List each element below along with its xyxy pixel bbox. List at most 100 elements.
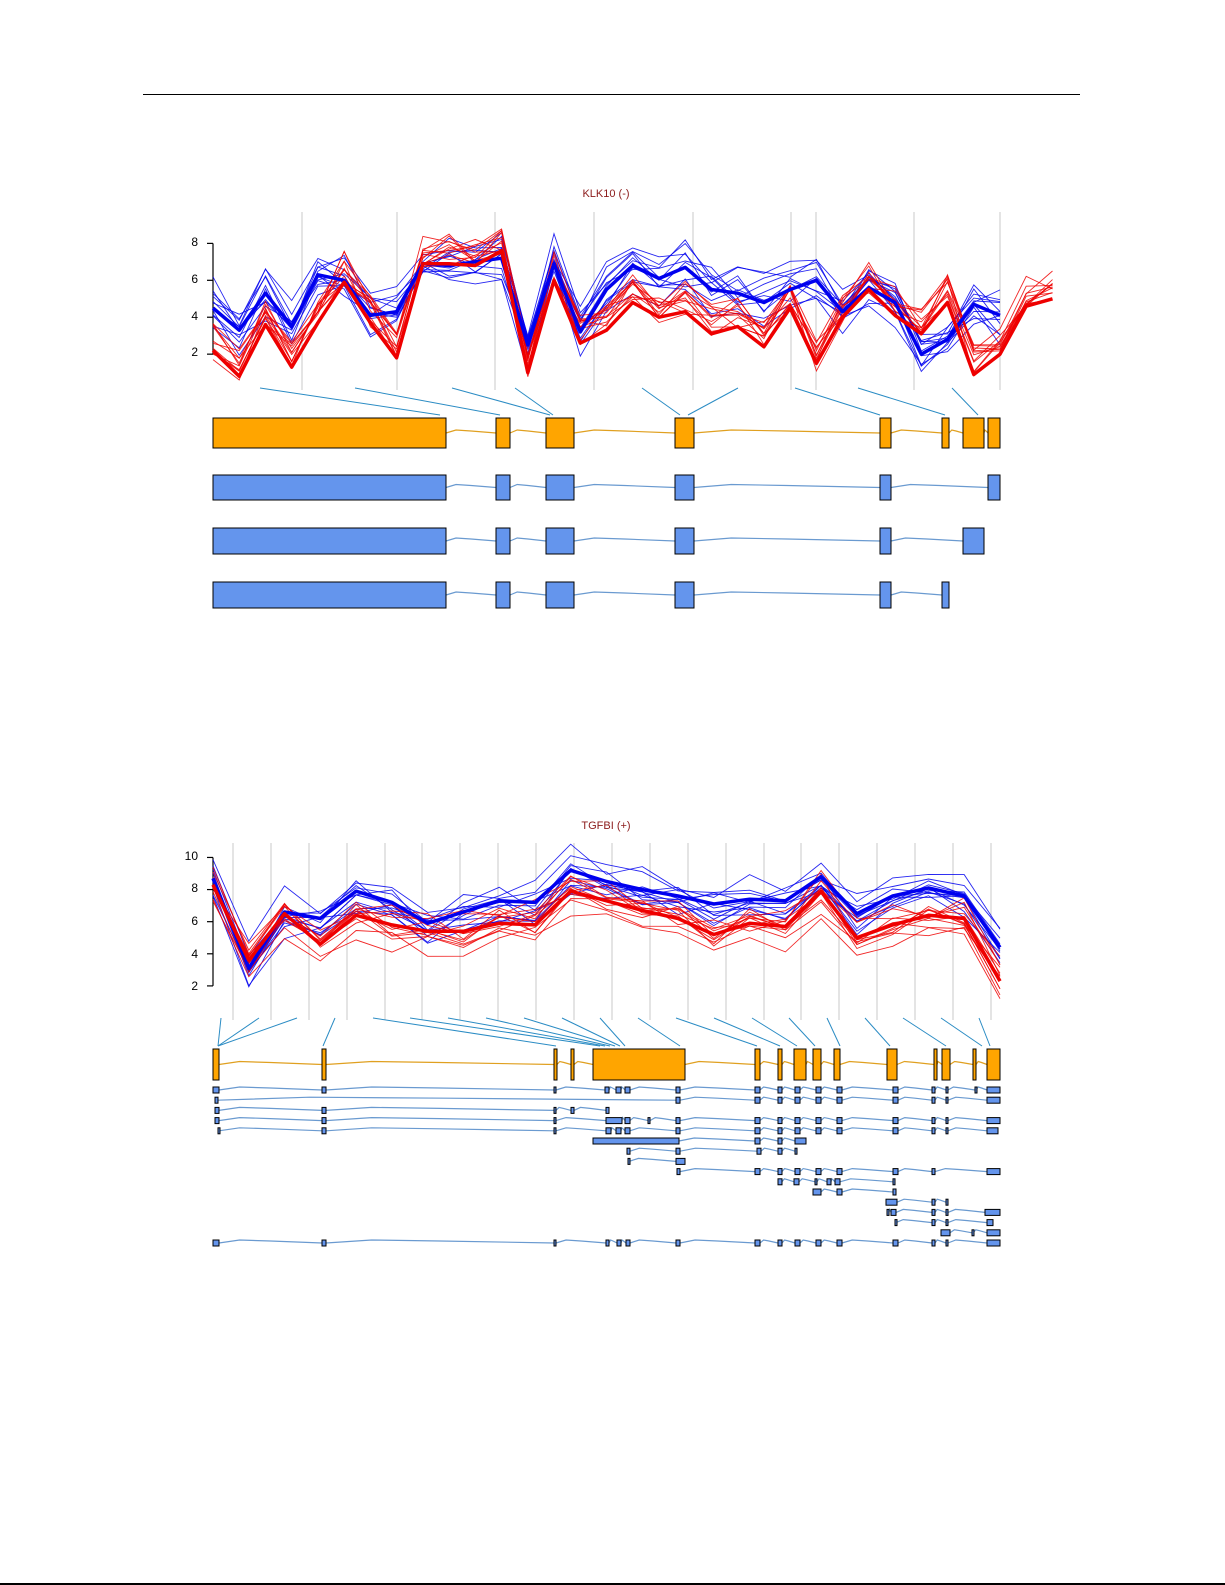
probe-connector <box>675 1017 758 1047</box>
probe-connector <box>409 1017 601 1047</box>
intron-line <box>799 1086 817 1091</box>
klk10-transcript-2-exon <box>495 474 511 501</box>
klk10-transcript-2-exon <box>674 474 695 501</box>
intron-line <box>781 1137 796 1142</box>
tgfbi-transcript-2-exon <box>986 1086 1001 1094</box>
sample-line-red <box>212 228 1053 360</box>
tgfbi-transcript-main-exon <box>212 1048 220 1081</box>
intron-line <box>325 1060 555 1066</box>
intron-line <box>629 1239 677 1244</box>
tgfbi-transcript-11-exon <box>777 1178 783 1186</box>
tgfbi-transcript-main-exon <box>570 1048 575 1081</box>
tgfbi-transcript-13-exon <box>885 1198 898 1206</box>
tgfbi-transcript-2-exon <box>836 1086 843 1094</box>
probe-connector <box>864 1017 891 1047</box>
intron-line <box>684 1060 756 1066</box>
tgfbi-transcript-3-exon <box>794 1096 801 1104</box>
intron-line <box>805 1060 814 1066</box>
tgfbi-transcript-13-exon <box>945 1198 949 1206</box>
sample-line-blue <box>212 881 1001 974</box>
probe-connector <box>322 1017 336 1047</box>
intron-line <box>934 1167 988 1173</box>
intron-line <box>934 1239 947 1244</box>
intron-line <box>799 1096 817 1101</box>
klk10-transcript-3-exon <box>879 527 892 555</box>
tgfbi-transcript-3-exon <box>754 1096 761 1104</box>
intron-line <box>610 1126 617 1132</box>
tgfbi-transcript-17-exon <box>321 1239 327 1247</box>
tgfbi-transcript-6-exon <box>892 1127 899 1135</box>
tgfbi-panel: TGFBI (+) 10 8 6 4 2 <box>184 820 1002 1247</box>
tgfbi-transcript-17-exon <box>945 1239 949 1247</box>
intron-line <box>781 1239 796 1244</box>
probe-connector <box>687 387 739 416</box>
klk10-transcript-2-exon <box>545 474 575 501</box>
tgfbi-transcript-14-exon <box>931 1208 936 1216</box>
intron-line <box>947 1127 988 1132</box>
tgfbi-transcript-7-exon <box>754 1137 761 1145</box>
tgfbi-transcript-3-exon <box>815 1096 822 1104</box>
tgfbi-title: TGFBI (+) <box>581 820 631 832</box>
tgfbi-transcript-4-exon <box>321 1106 327 1114</box>
probe-connector <box>372 1017 557 1047</box>
tgfbi-transcript-5-exon <box>647 1117 651 1125</box>
intron-line <box>934 1198 947 1203</box>
intron-line <box>949 1060 974 1066</box>
tgfbi-transcript-6-exon <box>794 1127 801 1135</box>
intron-line <box>781 1178 795 1183</box>
intron-line <box>947 1218 988 1224</box>
tgfbi-transcript-17-exon <box>815 1239 822 1247</box>
probe-connector <box>523 1017 616 1047</box>
intron-line <box>679 1116 756 1122</box>
intron-line <box>781 1116 796 1122</box>
intron-line <box>760 1147 779 1152</box>
tgfbi-transcript-main-exon <box>321 1048 327 1081</box>
intron-line <box>629 1116 649 1122</box>
klk10-transcript-3-exon <box>212 527 447 555</box>
tgfbi-transcript-main-exon <box>833 1048 841 1081</box>
tgfbi-transcript-7-exon <box>592 1137 680 1145</box>
intron-line <box>897 1167 933 1173</box>
intron-line <box>759 1086 779 1091</box>
intron-line <box>218 1127 323 1132</box>
intron-line <box>841 1096 894 1101</box>
tgfbi-transcript-6-exon <box>754 1127 761 1135</box>
tgfbi-transcript-5-exon <box>815 1117 822 1125</box>
tgfbi-transcript-2-exon <box>974 1086 978 1094</box>
intron-line <box>947 1208 986 1213</box>
intron-line <box>947 1116 988 1122</box>
tgfbi-transcript-7-exon <box>777 1137 783 1145</box>
tgfbi-transcript-6-exon <box>553 1127 557 1135</box>
sample-line-blue <box>212 231 1001 352</box>
sample-line-red <box>212 885 1001 990</box>
tgfbi-transcript-5-exon <box>836 1117 843 1125</box>
tgfbi-transcript-11-exon <box>814 1178 818 1186</box>
tgfbi-transcript-10-exon <box>777 1168 783 1176</box>
sample-line-red <box>212 876 1001 982</box>
tgfbi-transcript-5-exon <box>794 1117 801 1125</box>
sample-line-red <box>212 231 1053 367</box>
probe-connector <box>561 1017 621 1047</box>
tgfbi-transcript-10-exon <box>836 1168 843 1176</box>
klk10-transcript-3-exon <box>674 527 695 555</box>
intron-line <box>628 1157 677 1162</box>
tgfbi-transcript-15-exon <box>894 1219 898 1227</box>
intron-line <box>573 1060 594 1066</box>
mean-line-blue <box>211 868 1002 971</box>
intron-line <box>573 537 676 542</box>
probe-connector <box>599 1017 626 1047</box>
tgfbi-transcript-17-exon <box>931 1239 936 1247</box>
tgfbi-transcript-11-exon <box>834 1178 841 1186</box>
intron-line <box>820 1167 838 1173</box>
tgfbi-transcript-9-exon <box>675 1157 686 1165</box>
tgfbi-transcript-10-exon <box>986 1168 1001 1176</box>
tgfbi-transcript-2-exon <box>553 1086 557 1094</box>
tgfbi-transcript-14-exon <box>890 1208 897 1216</box>
tgfbi-transcript-17-exon <box>605 1239 610 1247</box>
tgfbi-transcript-main-exon <box>812 1048 822 1081</box>
tgfbi-ytick-10: 10 <box>184 849 198 863</box>
intron-line <box>679 1086 756 1091</box>
probe-connector <box>713 1017 781 1047</box>
intron-line <box>934 1127 947 1132</box>
intron-line <box>972 1229 988 1234</box>
